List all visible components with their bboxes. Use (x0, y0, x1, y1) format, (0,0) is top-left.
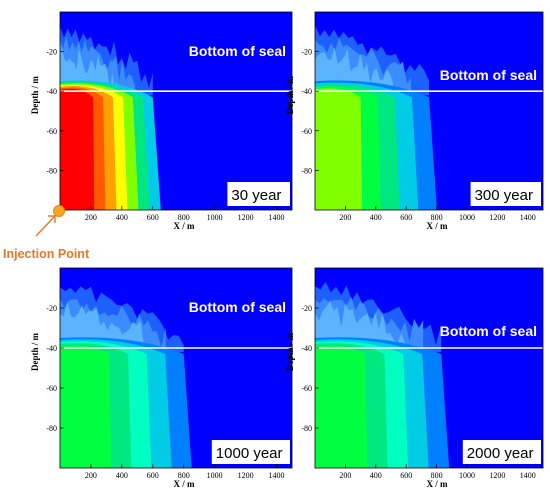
y-axis-label: Depth / m (30, 76, 40, 115)
x-tick-label: 200 (85, 213, 97, 222)
x-tick-label: 800 (178, 471, 190, 480)
contour-field (315, 268, 543, 468)
y-tick-label: -20 (46, 48, 57, 57)
y-tick-label: -80 (46, 424, 57, 433)
y-tick-label: -60 (301, 384, 312, 393)
plot-frame (314, 11, 544, 211)
y-axis-label: Depth / m (30, 332, 40, 371)
x-tick-label: 1000 (207, 471, 223, 480)
y-tick-label: -40 (301, 344, 312, 353)
panel-4: 200 400 600 800 1000 1200 1400 -20 -40 -60 -80 X / … (285, 267, 544, 489)
y-tick-label: -20 (46, 304, 57, 313)
time-label-box (227, 182, 290, 206)
seal-label: Bottom of seal (440, 323, 537, 339)
seal-label: Bottom of seal (440, 67, 537, 83)
panel-1: 200 400 600 800 1000 1200 1400 -20 -40 -60 -80 X / … (30, 11, 293, 231)
x-tick-label: 200 (85, 471, 97, 480)
x-tick-label: 1200 (489, 471, 505, 480)
x-tick-label: 1200 (238, 471, 254, 480)
x-tick-label: 400 (370, 213, 382, 222)
x-tick-label: 800 (178, 213, 190, 222)
x-axis-label: X / m (174, 221, 196, 231)
y-tick-label: -80 (301, 424, 312, 433)
y-tick-label: -60 (301, 127, 312, 136)
time-label: 300 year (475, 187, 533, 204)
injection-point-marker (53, 205, 65, 217)
y-tick-label: -60 (46, 384, 57, 393)
x-tick-label: 1000 (459, 213, 475, 222)
x-tick-label: 1000 (207, 213, 223, 222)
y-tick-label: -20 (301, 48, 312, 57)
contour-field (60, 12, 292, 210)
x-axis-label: X / m (427, 479, 449, 489)
panel-2: 200 400 600 800 1000 1200 1400 -20 -40 -60 -80 X / … (285, 11, 544, 231)
y-tick-label: -80 (301, 166, 312, 175)
x-tick-label: 1200 (489, 213, 505, 222)
plume-band-5 (315, 88, 363, 210)
x-tick-label: 400 (116, 213, 128, 222)
time-label-box (462, 440, 541, 464)
time-label-box (470, 182, 541, 206)
time-label: 30 year (231, 187, 281, 204)
x-tick-label: 1400 (520, 213, 536, 222)
time-label-box (211, 440, 290, 464)
x-tick-label: 400 (116, 471, 128, 480)
x-tick-label: 800 (431, 471, 443, 480)
y-tick-label: -60 (46, 127, 57, 136)
x-tick-label: 200 (339, 213, 351, 222)
y-axis-label: Depth / m (285, 332, 295, 371)
x-tick-label: 1400 (269, 213, 285, 222)
injection-point-arrow (35, 215, 56, 237)
plot-frame (59, 267, 293, 469)
x-tick-label: 600 (400, 471, 412, 480)
y-tick-label: -40 (46, 87, 57, 96)
plume-band-7 (60, 88, 95, 210)
plot-frame (314, 267, 544, 469)
x-axis-label: X / m (174, 479, 196, 489)
time-label: 2000 year (467, 445, 534, 462)
plot-frame (59, 11, 293, 211)
y-tick-label: -40 (46, 344, 57, 353)
x-tick-label: 1000 (459, 471, 475, 480)
x-tick-label: 800 (431, 213, 443, 222)
x-tick-label: 600 (400, 213, 412, 222)
x-tick-label: 200 (339, 471, 351, 480)
injection-point-annotation: Injection Point (3, 205, 90, 261)
contour-field (315, 12, 543, 210)
seal-label: Bottom of seal (189, 43, 286, 59)
panel-3: 200 400 600 800 1000 1200 1400 -20 -40 -60 -80 X / … (30, 267, 293, 489)
seal-label: Bottom of seal (189, 299, 286, 315)
y-tick-label: -80 (46, 166, 57, 175)
x-tick-label: 600 (147, 471, 159, 480)
time-label: 1000 year (216, 445, 283, 462)
x-tick-label: 1400 (520, 471, 536, 480)
x-tick-label: 1200 (238, 213, 254, 222)
injection-point-label: Injection Point (3, 247, 90, 261)
contour-field (60, 268, 292, 468)
plume-band-5 (60, 345, 112, 468)
y-tick-label: -20 (301, 304, 312, 313)
x-tick-label: 1400 (269, 471, 285, 480)
y-tick-label: -40 (301, 87, 312, 96)
y-axis-label: Depth / m (285, 76, 295, 115)
injection-point-arrow-head (48, 215, 56, 223)
x-axis-label: X / m (427, 221, 449, 231)
x-tick-label: 400 (370, 471, 382, 480)
x-tick-label: 600 (147, 213, 159, 222)
plume-band-5 (315, 345, 368, 468)
